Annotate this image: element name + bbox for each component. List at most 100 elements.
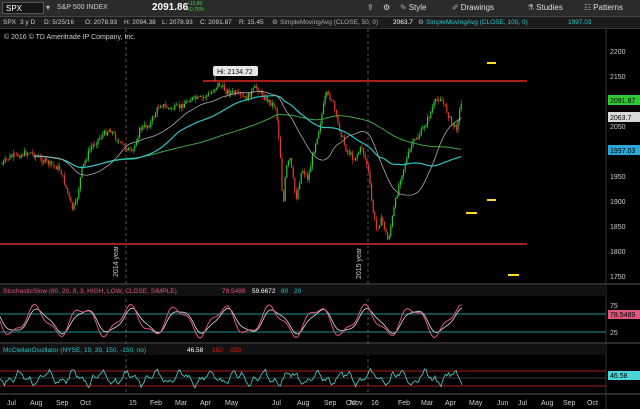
- time-tick-label: Jul: [7, 400, 16, 407]
- candle-body: [199, 96, 201, 98]
- open-readout: O: 2078.93: [85, 19, 118, 26]
- candle-body: [319, 124, 321, 131]
- candle-body: [383, 221, 385, 230]
- candle-body: [339, 123, 341, 132]
- candle-body: [241, 94, 243, 96]
- candle-body: [342, 136, 344, 138]
- sma100-gear-icon[interactable]: ⚙: [418, 19, 424, 26]
- candle-body: [198, 96, 200, 98]
- candle-body: [236, 91, 238, 93]
- patterns-button[interactable]: ☷ Patterns: [584, 3, 623, 12]
- time-tick-label: Mar: [421, 400, 434, 407]
- drawings-button[interactable]: ✐ Drawings: [452, 3, 495, 12]
- stoch-d-value: 59.6672: [252, 288, 276, 295]
- candle-body: [134, 145, 136, 150]
- price-tick-label: 1900: [610, 199, 626, 206]
- candle-body: [52, 164, 54, 166]
- candle-body: [294, 177, 296, 192]
- candle-body: [433, 101, 435, 108]
- candle-body: [460, 103, 462, 110]
- sma50-gear-icon[interactable]: ⚙: [272, 19, 278, 26]
- candle-body: [343, 136, 345, 145]
- candle-body: [271, 103, 273, 106]
- settings-icon[interactable]: ⚙: [383, 3, 391, 12]
- symbol-input[interactable]: SPX: [2, 2, 44, 14]
- candle-body: [161, 106, 163, 108]
- candle-body: [409, 148, 411, 152]
- candle-body: [118, 141, 120, 143]
- candle-body: [451, 116, 453, 124]
- stoch-k-line: [0, 303, 463, 339]
- price-chart[interactable]: 2014 year 2015 year © 2016 © TD Ameritra…: [0, 29, 640, 409]
- candle-body: [44, 158, 46, 163]
- candle-body: [54, 165, 56, 167]
- candle-body: [15, 153, 17, 155]
- candle-body: [276, 107, 278, 120]
- candle-body: [278, 119, 280, 138]
- candle-body: [358, 152, 360, 155]
- timeframe-label[interactable]: 3 y D: [20, 19, 36, 26]
- svg-text:2063.7: 2063.7: [610, 115, 632, 122]
- candle-body: [279, 137, 281, 159]
- candle-body: [228, 89, 230, 95]
- candle-body: [207, 93, 209, 96]
- candle-body: [414, 138, 416, 140]
- candle-body: [302, 171, 304, 173]
- sma100-label[interactable]: SimpleMovingAvg (CLOSE, 100, 0): [426, 19, 528, 26]
- candle-body: [215, 87, 217, 90]
- candle-body: [454, 124, 456, 127]
- candle-body: [297, 189, 299, 200]
- candle-body: [33, 153, 35, 158]
- time-tick-label: May: [225, 400, 239, 407]
- time-tick-label: Mar: [175, 400, 188, 407]
- high-readout: H: 2094.38: [124, 19, 156, 26]
- candle-body: [238, 92, 240, 93]
- candle-body: [420, 128, 422, 136]
- candle-body: [17, 153, 19, 157]
- candle-body: [318, 130, 320, 139]
- candle-body: [62, 174, 64, 176]
- style-button[interactable]: ✎ Style: [400, 3, 427, 12]
- candle-body: [41, 157, 43, 163]
- candle-body: [219, 82, 221, 87]
- candle-body: [406, 157, 408, 165]
- studies-button[interactable]: ⚗ Studies: [527, 3, 563, 12]
- candle-body: [329, 93, 331, 100]
- candle-body: [193, 96, 195, 98]
- time-axis[interactable]: Jul Aug Sep Oct 15 Feb Mar Apr May Jul Aug Sep OctNo…: [7, 400, 598, 407]
- candle-body: [340, 131, 342, 137]
- candle-body: [51, 161, 53, 165]
- candle-body: [57, 165, 59, 170]
- symbol-dropdown-icon[interactable]: ▾: [46, 3, 51, 12]
- candle-body: [47, 160, 49, 165]
- candle-body: [275, 106, 277, 108]
- candle-body: [111, 131, 113, 133]
- share-icon[interactable]: ⇪: [367, 3, 374, 12]
- stoch-label[interactable]: StochasticSlow (80, 20, 8, 3, HIGH, LOW,…: [3, 288, 177, 295]
- candle-body: [143, 124, 145, 127]
- mcclellan-value: 46.58: [187, 347, 204, 354]
- candle-body: [270, 100, 272, 106]
- candle-body: [79, 177, 81, 189]
- mcclellan-label[interactable]: McClellanOscillator (NYSE, 19, 39, 150, …: [3, 347, 146, 354]
- candle-body: [303, 171, 305, 175]
- candle-body: [447, 112, 449, 118]
- candle-body: [300, 172, 302, 184]
- sma50-label[interactable]: SimpleMovingAvg (CLOSE, 50, 0): [280, 19, 379, 26]
- time-tick-label: Jul: [518, 400, 527, 407]
- hi-label-bubble: [213, 66, 258, 76]
- candle-body: [364, 154, 366, 159]
- candle-body: [265, 97, 267, 100]
- candle-body: [182, 104, 184, 108]
- candle-body: [46, 158, 48, 161]
- candle-body: [287, 161, 289, 166]
- mcclellan-level-lo: -150: [228, 347, 241, 354]
- candle-body: [179, 104, 181, 109]
- candle-body: [19, 156, 21, 158]
- candle-body: [94, 144, 96, 146]
- candle-body: [95, 144, 97, 145]
- candle-body: [151, 116, 153, 122]
- time-tick-label: Oct: [587, 400, 598, 407]
- candle-body: [348, 151, 350, 155]
- drawings-icon: ✐: [452, 3, 459, 12]
